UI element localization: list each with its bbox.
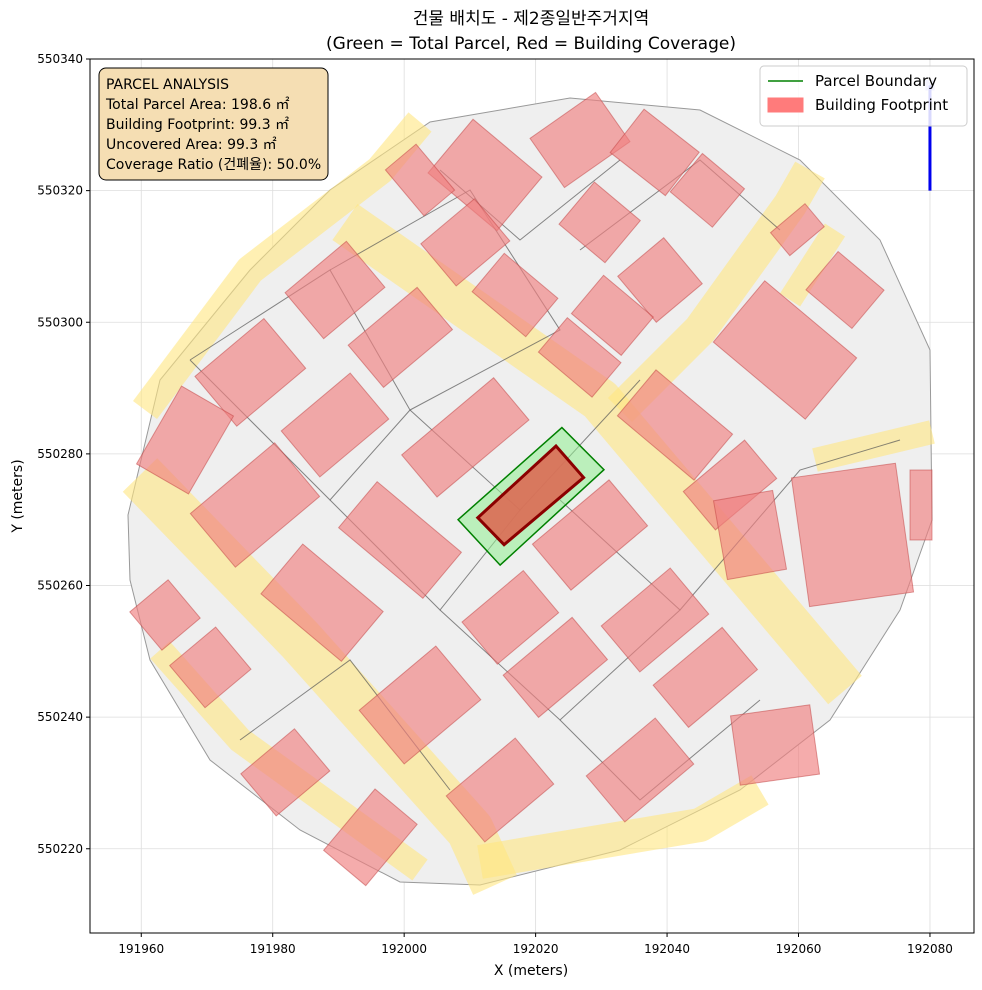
surrounding-buildings (129, 91, 933, 887)
y-tick-label: 550280 (37, 447, 83, 461)
ticks: 191960 191980 192000 192020 192040 192060 1920… (37, 52, 953, 956)
x-tick-label: 192080 (907, 942, 953, 956)
y-tick-label: 550240 (37, 710, 83, 724)
road (607, 161, 825, 423)
road (812, 420, 935, 472)
legend-label: Parcel Boundary (815, 72, 937, 90)
text-box-line: Total Parcel Area: 198.6 ㎡ (105, 97, 290, 113)
x-tick-label: 192060 (776, 942, 822, 956)
x-tick-label: 192040 (644, 942, 690, 956)
analysis-box: PARCEL ANALYSIS Total Parcel Area: 198.6 … (98, 67, 329, 181)
text-box-lines: PARCEL ANALYSIS Total Parcel Area: 198.6 … (105, 77, 321, 173)
text-box-line: PARCEL ANALYSIS (106, 77, 229, 93)
y-axis-label: Y (meters) (10, 459, 26, 533)
text-box-frame (98, 67, 329, 181)
legend-swatch (767, 97, 804, 113)
x-tick-label: 192020 (513, 942, 559, 956)
basemap (122, 91, 935, 895)
y-tick-label: 550220 (37, 842, 83, 856)
chart-subtitle: (Green = Total Parcel, Red = Building Co… (326, 34, 736, 54)
road (133, 112, 432, 419)
text-box-line: Building Footprint: 99.3 ㎡ (106, 117, 289, 133)
building (475, 443, 586, 547)
legend-frame (759, 65, 968, 127)
y-tick-label: 550320 (37, 184, 83, 198)
legend: Parcel Boundary Building Footprint (759, 65, 968, 127)
x-axis-label: X (meters) (494, 963, 568, 979)
y-tick-label: 550340 (37, 52, 83, 66)
x-tick-label: 192000 (381, 942, 427, 956)
y-tick-label: 550260 (37, 579, 83, 593)
road (332, 203, 862, 705)
chart-title: 건물 배치도 - 제2종일반주거지역 (413, 9, 649, 29)
x-tick-label: 191980 (250, 942, 296, 956)
text-box-line: Coverage Ratio (건폐율): 50.0% (106, 157, 321, 173)
plot-frame (89, 58, 975, 934)
x-tick-label: 191960 (118, 942, 164, 956)
y-tick-label: 550300 (37, 315, 83, 329)
road (477, 775, 769, 879)
text-box-line: Uncovered Area: 99.3 ㎡ (106, 137, 277, 153)
legend-label: Building Footprint (815, 96, 948, 114)
road (779, 223, 846, 307)
